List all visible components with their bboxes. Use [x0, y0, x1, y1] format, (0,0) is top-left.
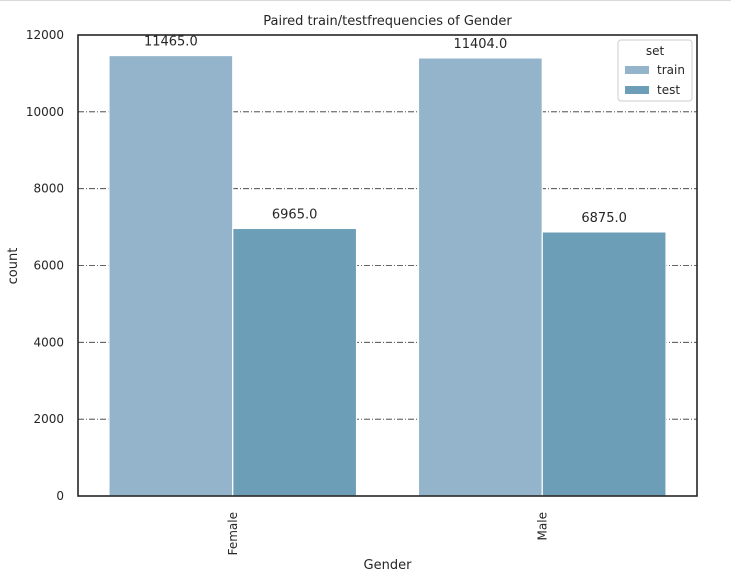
bars	[108, 54, 667, 497]
bar-value-label: 6965.0	[272, 207, 318, 222]
bar-value-label: 11465.0	[144, 35, 198, 50]
bar-value-label: 11404.0	[453, 37, 507, 52]
legend-swatch-test	[625, 86, 649, 94]
y-tick-label: 6000	[33, 259, 64, 273]
bar-train-male	[417, 57, 543, 497]
bar-value-label: 6875.0	[581, 211, 627, 226]
legend-title: set	[646, 44, 665, 58]
axes-frame	[77, 34, 698, 497]
y-tick-label: 2000	[33, 412, 64, 426]
bar-test-male	[541, 231, 667, 497]
y-tick-label: 10000	[26, 105, 64, 119]
y-tick-label: 8000	[33, 182, 64, 196]
x-axis-ticks: Female Male	[226, 512, 550, 555]
y-tick-label: 12000	[26, 28, 64, 42]
top-divider	[0, 0, 731, 1]
x-tick-label: Male	[535, 512, 549, 540]
legend-box	[617, 39, 693, 102]
chart-title: Paired train/testfrequencies of Gender	[263, 14, 512, 29]
legend-label-train: train	[657, 63, 685, 77]
bar-train-female	[108, 54, 234, 497]
bar-test-female	[232, 227, 358, 497]
y-axis-label: count	[6, 248, 21, 285]
y-tick-label: 4000	[33, 335, 64, 349]
y-tick-label: 0	[56, 489, 64, 503]
x-axis-label: Gender	[364, 558, 413, 573]
bar-value-labels: 11465.0 11404.0 6965.0 6875.0	[144, 35, 627, 226]
legend-label-test: test	[657, 83, 680, 97]
y-axis-ticks: 0 2000 4000 6000 8000 10000 12000	[26, 28, 64, 503]
legend-swatch-train	[625, 66, 649, 74]
legend: set train test	[617, 39, 693, 102]
x-tick-label: Female	[226, 512, 240, 555]
